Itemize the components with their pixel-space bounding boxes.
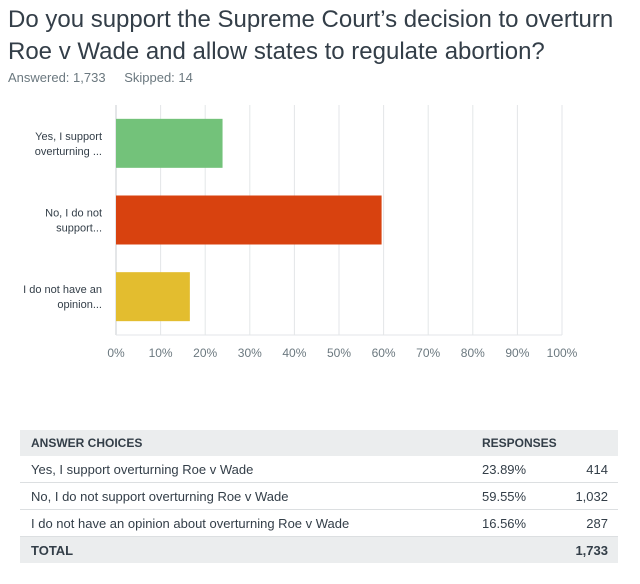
- x-tick-label: 90%: [505, 346, 529, 360]
- choice-cell: No, I do not support overturning Roe v W…: [20, 482, 471, 510]
- total-spacer: [471, 536, 557, 563]
- bar-chart: 0% 10% 20% 30% 40% 50% 60% 70% 80% 90% 100% Yes, I …: [23, 105, 578, 360]
- count-cell: 287: [556, 509, 618, 537]
- responses-table: ANSWER CHOICES RESPONSES Yes, I support …: [20, 430, 618, 563]
- x-tick-label: 10%: [149, 346, 173, 360]
- x-tick-label: 30%: [238, 346, 262, 360]
- x-tick-label: 40%: [282, 346, 306, 360]
- header-count: [556, 430, 618, 456]
- table-header-row: ANSWER CHOICES RESPONSES: [20, 430, 618, 456]
- count-cell: 414: [556, 456, 618, 483]
- total-row: TOTAL 1,733: [20, 536, 618, 563]
- category-label: I do not have an opinion...: [23, 284, 102, 311]
- header-answer-choices: ANSWER CHOICES: [20, 430, 471, 456]
- x-tick-label: 20%: [193, 346, 217, 360]
- header-responses: RESPONSES: [471, 430, 557, 456]
- x-tick-label: 50%: [327, 346, 351, 360]
- x-tick-label: 0%: [107, 346, 125, 360]
- answered-count: Answered: 1,733: [8, 70, 106, 85]
- question-title: Do you support the Supreme Court’s decis…: [8, 6, 614, 65]
- table-row: I do not have an opinion about overturni…: [20, 509, 618, 537]
- bar[interactable]: [116, 195, 382, 245]
- choice-cell: I do not have an opinion about overturni…: [20, 509, 471, 537]
- table-row: Yes, I support overturning Roe v Wade 23…: [20, 456, 618, 483]
- table-row: No, I do not support overturning Roe v W…: [20, 482, 618, 510]
- percent-cell: 23.89%: [471, 456, 557, 483]
- x-tick-label: 70%: [416, 346, 440, 360]
- category-label: No, I do not support...: [45, 208, 102, 235]
- total-label: TOTAL: [20, 536, 471, 563]
- choice-cell: Yes, I support overturning Roe v Wade: [20, 456, 471, 483]
- bar[interactable]: [116, 272, 190, 322]
- x-tick-label: 80%: [461, 346, 485, 360]
- skipped-count: Skipped: 14: [124, 70, 193, 85]
- percent-cell: 16.56%: [471, 509, 557, 537]
- x-tick-label: 100%: [547, 346, 578, 360]
- category-label: Yes, I support overturning ...: [35, 131, 102, 158]
- bar[interactable]: [116, 118, 223, 168]
- response-stats: Answered: 1,733 Skipped: 14: [8, 70, 208, 85]
- percent-cell: 59.55%: [471, 482, 557, 510]
- count-cell: 1,032: [556, 482, 618, 510]
- x-tick-label: 60%: [372, 346, 396, 360]
- total-count: 1,733: [556, 536, 618, 563]
